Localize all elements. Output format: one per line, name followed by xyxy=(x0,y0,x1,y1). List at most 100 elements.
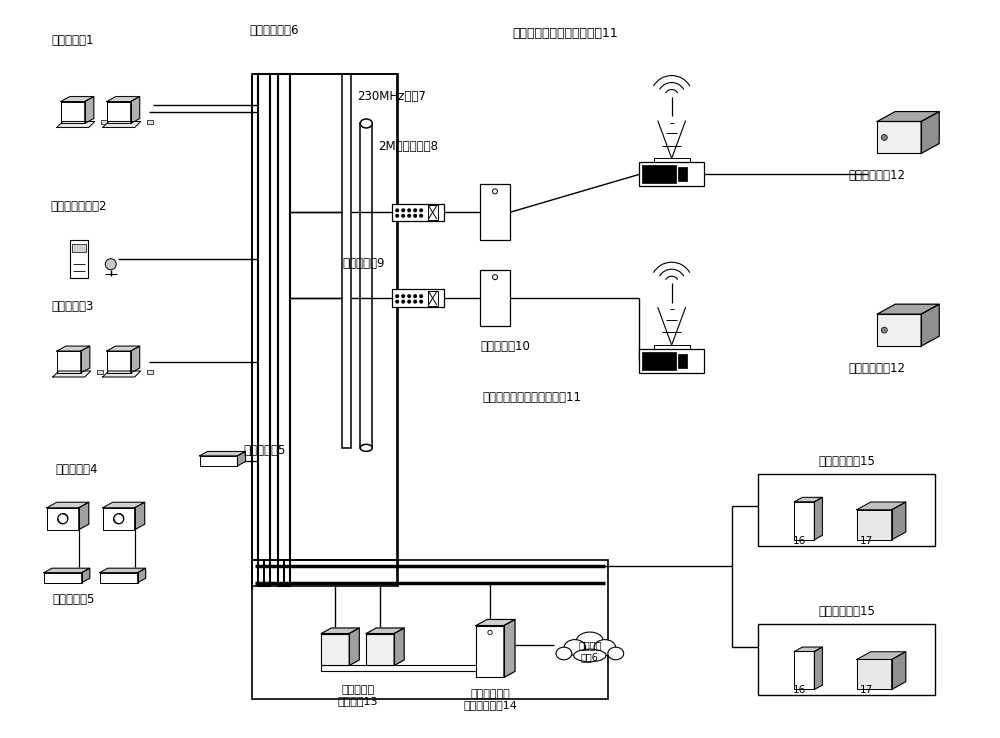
Polygon shape xyxy=(200,456,237,466)
Polygon shape xyxy=(103,508,135,530)
Circle shape xyxy=(408,215,410,217)
Text: 核心交换机4: 核心交换机4 xyxy=(56,463,98,476)
Circle shape xyxy=(420,209,422,212)
Polygon shape xyxy=(107,102,131,123)
Polygon shape xyxy=(47,503,89,508)
Bar xyxy=(642,352,676,370)
Bar xyxy=(392,204,444,221)
Ellipse shape xyxy=(594,640,616,655)
Ellipse shape xyxy=(360,444,372,452)
Circle shape xyxy=(408,209,410,212)
Ellipse shape xyxy=(360,119,372,128)
Bar xyxy=(654,345,690,349)
Text: 视频监测工作站2: 视频监测工作站2 xyxy=(51,200,107,213)
Bar xyxy=(258,74,270,585)
Bar xyxy=(59,354,78,370)
Text: 接入交换机5: 接入交换机5 xyxy=(243,444,286,458)
Bar xyxy=(360,123,372,448)
Polygon shape xyxy=(81,346,90,373)
Bar xyxy=(758,474,935,545)
Polygon shape xyxy=(877,304,939,314)
Polygon shape xyxy=(366,628,404,633)
Circle shape xyxy=(408,300,410,303)
Ellipse shape xyxy=(556,647,572,660)
Text: 17: 17 xyxy=(860,686,873,695)
Bar xyxy=(63,104,82,121)
Bar xyxy=(758,624,935,695)
Bar xyxy=(639,349,704,373)
Polygon shape xyxy=(814,647,822,689)
Polygon shape xyxy=(103,503,145,508)
Circle shape xyxy=(414,209,416,212)
Text: 2M专用以太网8: 2M专用以太网8 xyxy=(378,140,438,153)
Circle shape xyxy=(414,300,416,303)
Polygon shape xyxy=(131,346,140,373)
Circle shape xyxy=(420,300,422,303)
Polygon shape xyxy=(892,502,906,539)
Polygon shape xyxy=(321,633,349,666)
Circle shape xyxy=(881,134,887,140)
Polygon shape xyxy=(857,660,892,689)
Bar xyxy=(639,162,704,186)
Bar xyxy=(101,120,107,125)
Polygon shape xyxy=(394,628,404,666)
Polygon shape xyxy=(100,568,146,573)
Circle shape xyxy=(105,259,116,269)
Text: 主站操作台3: 主站操作台3 xyxy=(52,300,94,313)
Text: 网络交换机9: 网络交换机9 xyxy=(342,257,385,269)
Polygon shape xyxy=(349,628,359,666)
Polygon shape xyxy=(57,346,90,351)
Circle shape xyxy=(408,295,410,297)
Text: 电力公司内网6: 电力公司内网6 xyxy=(250,24,299,37)
Polygon shape xyxy=(47,508,79,530)
Polygon shape xyxy=(857,510,892,539)
Polygon shape xyxy=(476,619,515,626)
Bar xyxy=(428,205,438,220)
Bar xyxy=(278,74,290,585)
Text: 负荷管理终端12: 负荷管理终端12 xyxy=(849,169,906,182)
Bar xyxy=(428,291,438,306)
Polygon shape xyxy=(794,652,814,689)
Polygon shape xyxy=(44,568,90,573)
Bar xyxy=(480,184,510,241)
Polygon shape xyxy=(921,304,939,346)
Text: 接入交换机5: 接入交换机5 xyxy=(53,593,95,606)
Ellipse shape xyxy=(576,632,603,651)
Polygon shape xyxy=(794,502,814,539)
Circle shape xyxy=(402,209,404,212)
Text: 17: 17 xyxy=(860,536,873,545)
Bar xyxy=(642,165,676,183)
Polygon shape xyxy=(103,122,141,128)
Polygon shape xyxy=(794,497,822,502)
Polygon shape xyxy=(53,371,91,377)
Polygon shape xyxy=(107,97,140,102)
Bar xyxy=(72,244,86,252)
Bar xyxy=(392,289,444,307)
Polygon shape xyxy=(504,619,515,677)
Bar xyxy=(678,168,687,182)
Bar xyxy=(321,666,509,672)
Circle shape xyxy=(402,215,404,217)
Text: 采集控制机10: 采集控制机10 xyxy=(480,339,530,353)
Polygon shape xyxy=(877,122,921,154)
Bar xyxy=(97,370,103,374)
Polygon shape xyxy=(857,502,906,510)
Polygon shape xyxy=(200,452,245,456)
Circle shape xyxy=(420,295,422,297)
Polygon shape xyxy=(107,346,140,351)
Polygon shape xyxy=(814,497,822,539)
Text: 负荷管理终端12: 负荷管理终端12 xyxy=(849,362,906,374)
Polygon shape xyxy=(103,371,141,377)
Polygon shape xyxy=(100,573,138,582)
Bar xyxy=(70,241,88,278)
Ellipse shape xyxy=(574,649,606,662)
Polygon shape xyxy=(892,652,906,689)
Polygon shape xyxy=(877,111,939,122)
Polygon shape xyxy=(857,652,906,660)
Bar xyxy=(252,559,608,700)
Text: 专、内网同步
数据库服务器14: 专、内网同步 数据库服务器14 xyxy=(463,689,517,710)
Bar xyxy=(147,370,153,374)
Polygon shape xyxy=(61,102,85,123)
Text: 基站监控设备15: 基站监控设备15 xyxy=(818,455,875,469)
Polygon shape xyxy=(135,503,145,530)
